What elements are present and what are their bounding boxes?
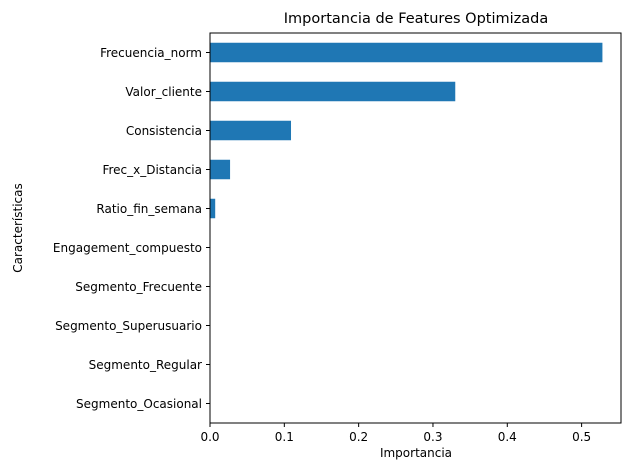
y-ticks-group: Frecuencia_norm Valor_cliente Consistencia…	[53, 46, 210, 411]
y-tick-label: Segmento_Superusuario	[55, 319, 202, 333]
y-tick-label: Segmento_Ocasional	[76, 397, 202, 411]
y-tick-label: Segmento_Frecuente	[75, 280, 202, 294]
x-tick-label: 0.0	[200, 430, 219, 444]
x-tick-label: 0.5	[572, 430, 591, 444]
y-tick-label: Ratio_fin_semana	[96, 202, 202, 216]
bar	[210, 81, 456, 102]
x-tick-label: 0.1	[275, 430, 294, 444]
x-tick-label: 0.4	[498, 430, 517, 444]
plot-frame	[209, 32, 622, 424]
y-tick-label: Frecuencia_norm	[100, 46, 202, 60]
y-tick-label: Consistencia	[126, 124, 202, 138]
y-axis-label: Características	[11, 183, 25, 272]
x-axis-label: Importancia	[380, 446, 452, 460]
bar	[210, 198, 216, 219]
y-tick-label: Valor_cliente	[125, 85, 202, 99]
bar	[210, 42, 603, 63]
y-tick-label: Engagement_compuesto	[53, 241, 202, 255]
x-ticks-group: 0.0 0.1 0.2 0.3 0.4 0.5	[200, 423, 591, 444]
x-tick-label: 0.2	[349, 430, 368, 444]
y-tick-label: Segmento_Regular	[89, 358, 202, 372]
x-tick-label: 0.3	[423, 430, 442, 444]
bar	[210, 159, 231, 180]
chart-title: Importancia de Features Optimizada	[284, 11, 548, 27]
bar	[210, 120, 292, 141]
bars-group	[210, 42, 603, 219]
y-tick-label: Frec_x_Distancia	[102, 163, 202, 177]
